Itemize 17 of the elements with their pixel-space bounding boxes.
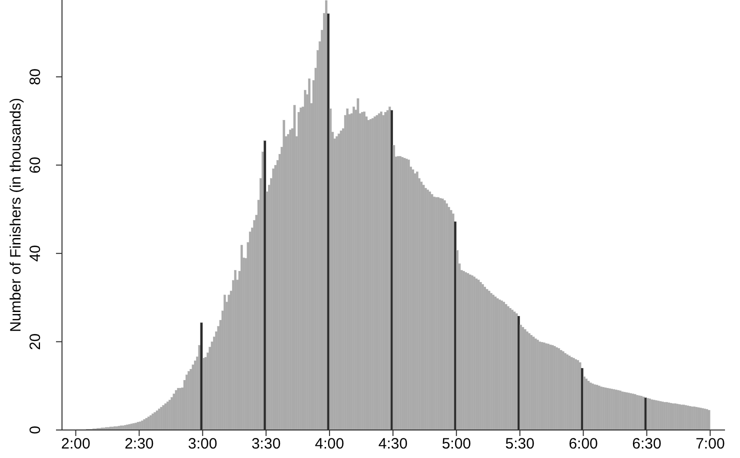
y-tick-label: 0	[27, 426, 44, 434]
x-tick-label: 2:00	[61, 436, 90, 453]
x-tick-label: 5:30	[505, 436, 534, 453]
y-tick-label: 40	[27, 245, 44, 262]
x-tick-label: 3:00	[188, 436, 218, 453]
x-tick-label: 4:00	[314, 436, 344, 453]
x-tick-label: 7:00	[696, 436, 725, 453]
y-axis-title: Number of Finishers (in thousands)	[7, 98, 24, 332]
x-tick-label: 6:00	[568, 436, 598, 453]
y-tick-label: 20	[27, 333, 44, 350]
x-tick-label: 6:30	[632, 436, 662, 453]
x-tick-label: 5:00	[442, 436, 472, 453]
x-tick-label: 3:30	[251, 436, 281, 453]
x-tick-label: 2:30	[124, 436, 154, 453]
y-tick-label: 60	[27, 156, 44, 174]
x-tick-label: 4:30	[378, 436, 408, 453]
y-tick-label: 80	[27, 68, 44, 86]
